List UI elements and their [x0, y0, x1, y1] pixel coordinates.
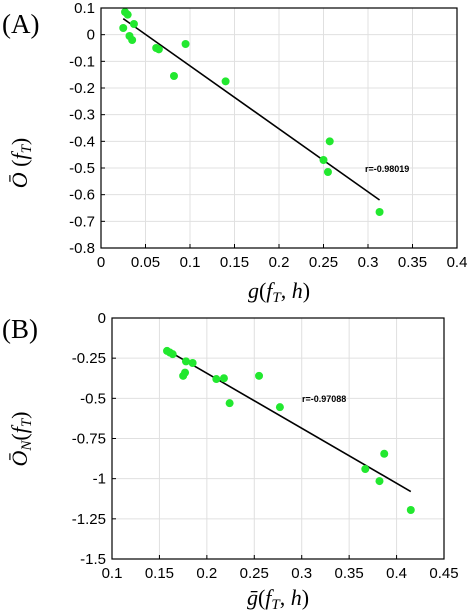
y-tick-label: -0.7 — [69, 213, 95, 230]
x-tick-label: 0.2 — [196, 565, 217, 582]
data-point — [375, 208, 384, 216]
y-tick-label: -0.6 — [69, 187, 95, 204]
data-point — [375, 477, 384, 486]
x-tick-labels: 0 0.05 0.1 0.15 0.2 0.25 0.3 0.35 0.4 — [97, 254, 468, 271]
y-tick-label: -0.1 — [69, 53, 95, 70]
y-tick-labels: 0 -0.25 -0.5 -0.75 -1 -1.25 -1.5 — [72, 310, 106, 568]
y-tick-label: 0 — [87, 27, 95, 44]
y-tick-label: 0.1 — [74, 0, 95, 17]
panel-b: (B) 0.1 0.15 0.2 0.25 0.3 0.35 0.4 0.45 0 -0.25 -… — [2, 310, 459, 613]
x-tick-label: 0 — [97, 254, 105, 271]
x-tick-label: 0.15 — [145, 565, 174, 582]
points-group — [163, 346, 415, 514]
data-point — [380, 449, 389, 458]
correlation-annotation: r=-0.97088 — [302, 394, 346, 404]
data-point — [188, 358, 197, 367]
data-point — [128, 36, 137, 44]
regression-line — [122, 18, 381, 201]
x-tick-label: 0.25 — [309, 254, 338, 271]
data-point — [325, 137, 334, 146]
data-point — [225, 399, 234, 408]
fit-line-group — [122, 18, 381, 201]
x-tick-label: 0.45 — [429, 565, 458, 582]
data-point — [406, 505, 415, 514]
y-tick-label: -1.5 — [80, 551, 106, 568]
data-point — [129, 20, 138, 28]
x-tick-label: 0.4 — [386, 565, 407, 582]
data-point — [255, 371, 264, 380]
data-point — [119, 24, 128, 32]
data-point — [221, 77, 230, 86]
x-tick-label: 0.4 — [447, 254, 468, 271]
x-tick-label: 0.05 — [131, 254, 160, 271]
points-group — [119, 8, 384, 216]
data-point — [319, 156, 328, 164]
x-tick-label: 0.1 — [102, 565, 123, 582]
x-tick-label: 0.35 — [335, 565, 364, 582]
y-tick-label: -1 — [93, 471, 106, 488]
y-tick-label: -1.25 — [72, 511, 106, 528]
data-point — [169, 72, 178, 80]
x-tick-label: 0.1 — [180, 254, 201, 271]
x-tick-label: 0.25 — [240, 565, 269, 582]
fit-line-group — [166, 349, 412, 493]
y-tick-labels: 0.1 0 -0.1 -0.2 -0.3 -0.4 -0.5 -0.6 -0.7 -0.8 — [69, 0, 95, 257]
panel-a: (A) 0 0.05 0.1 0.15 0.2 0.25 0.3 0.35 0.4 0.10-0… — [2, 0, 467, 306]
y-axis-label: Ō (fT) — [7, 138, 35, 189]
y-tick-label: -0.3 — [69, 107, 95, 124]
y-tick-label: -0.5 — [69, 160, 95, 177]
data-point — [212, 375, 221, 384]
x-tick-label: 0.3 — [358, 254, 379, 271]
y-tick-label: -0.2 — [69, 80, 95, 97]
y-tick-label: -0.5 — [80, 390, 106, 407]
y-tick-label: 0 — [98, 310, 106, 327]
data-point — [219, 374, 228, 383]
x-axis-label: ḡ(fT, h) — [247, 585, 309, 613]
data-point — [168, 350, 177, 359]
data-point — [123, 10, 132, 19]
x-tick-label: 0.15 — [220, 254, 249, 271]
data-point — [181, 357, 190, 366]
grid — [111, 317, 445, 560]
plot-frame — [100, 7, 458, 249]
y-tick-label: -0.25 — [72, 350, 106, 367]
correlation-annotation: r=-0.98019 — [365, 164, 409, 174]
data-point — [323, 168, 332, 176]
y-axis-label: ŌN(fT) — [7, 411, 35, 466]
regression-line — [166, 349, 412, 493]
y-tick-label: -0.8 — [69, 240, 95, 257]
x-axis-label: g(fT, h) — [248, 278, 310, 306]
x-tick-label: 0.2 — [269, 254, 290, 271]
y-tick-label: -0.75 — [72, 431, 106, 448]
data-point — [361, 465, 370, 474]
x-tick-labels: 0.1 0.15 0.2 0.25 0.3 0.35 0.4 0.45 — [102, 565, 459, 582]
panel-label: (B) — [2, 314, 38, 344]
data-point — [181, 368, 190, 377]
panel-label: (A) — [2, 9, 39, 39]
x-tick-label: 0.3 — [291, 565, 312, 582]
x-tick-label: 0.35 — [398, 254, 427, 271]
y-tick-label: -0.4 — [69, 133, 95, 150]
data-point — [181, 40, 190, 48]
data-point — [154, 45, 163, 54]
data-point — [275, 403, 284, 412]
plot-frame — [111, 317, 445, 560]
